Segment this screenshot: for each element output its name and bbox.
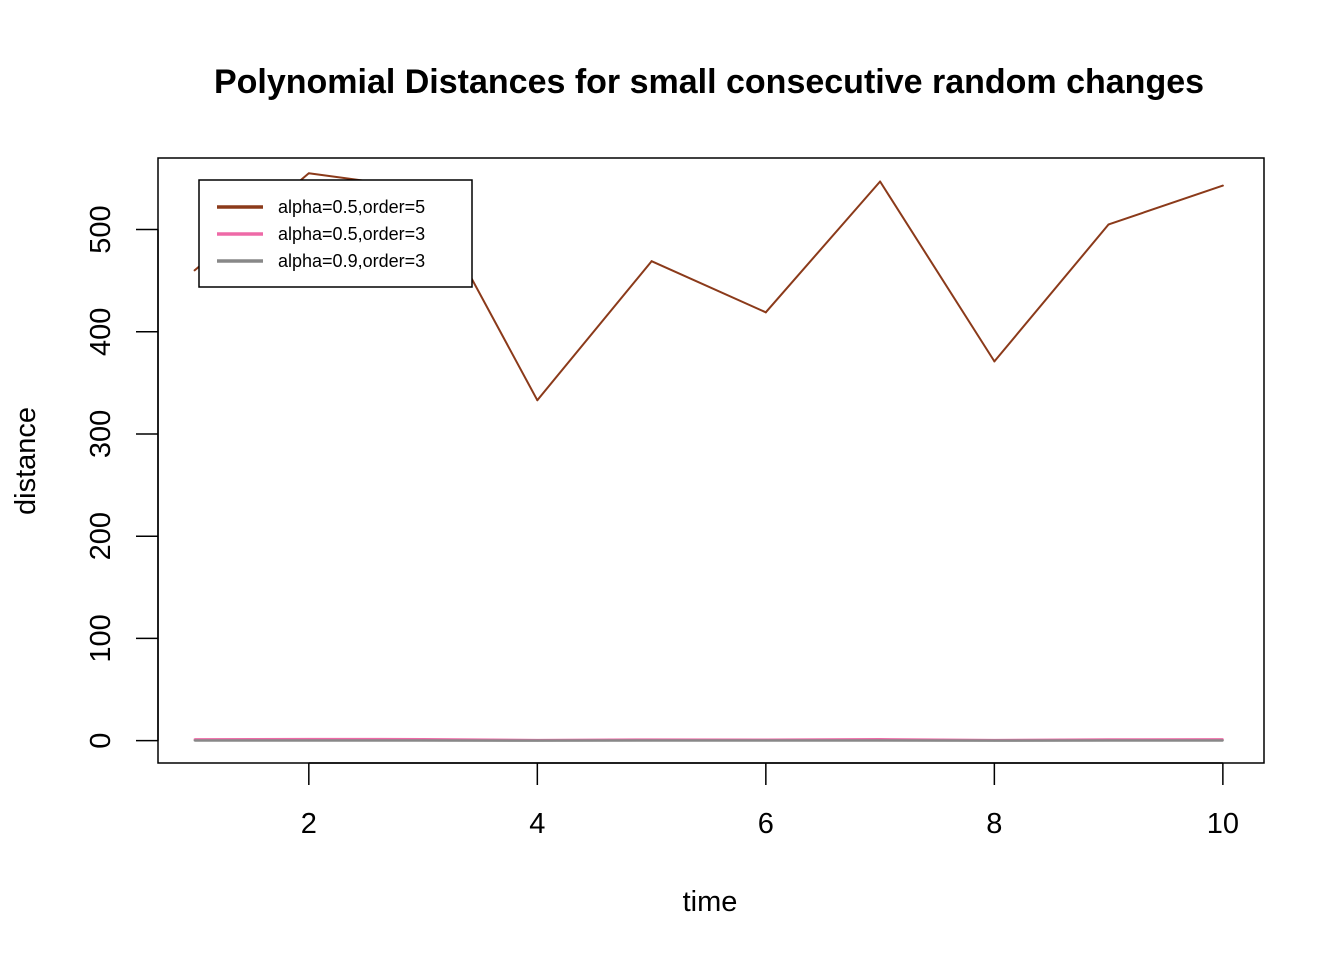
legend-entry-label: alpha=0.5,order=3 bbox=[278, 224, 425, 244]
data-point bbox=[1107, 739, 1110, 742]
y-tick-label: 400 bbox=[85, 308, 117, 356]
y-axis-label: distance bbox=[10, 407, 42, 515]
data-point bbox=[879, 739, 882, 742]
data-point bbox=[536, 739, 539, 742]
x-tick-label: 8 bbox=[986, 808, 1002, 840]
data-point bbox=[1221, 739, 1224, 742]
data-point bbox=[764, 739, 767, 742]
data-point bbox=[993, 739, 996, 742]
x-tick-label: 10 bbox=[1207, 808, 1239, 840]
y-tick-label: 0 bbox=[85, 733, 117, 749]
x-tick-label: 4 bbox=[529, 808, 545, 840]
y-tick-label: 200 bbox=[85, 512, 117, 560]
y-tick-label: 500 bbox=[85, 205, 117, 253]
data-point bbox=[422, 739, 425, 742]
legend-entry-label: alpha=0.9,order=3 bbox=[278, 251, 425, 271]
legend-entry-label: alpha=0.5,order=5 bbox=[278, 197, 425, 217]
y-tick-label: 100 bbox=[85, 614, 117, 662]
chart-title: Polynomial Distances for small consecuti… bbox=[214, 63, 1204, 101]
data-point bbox=[193, 269, 196, 272]
data-point bbox=[307, 739, 310, 742]
data-point bbox=[650, 739, 653, 742]
x-axis: 2 4 6 8 10 bbox=[301, 762, 1239, 840]
x-tick-label: 6 bbox=[758, 808, 774, 840]
data-point bbox=[879, 180, 882, 183]
legend: alpha=0.5,order=5 alpha=0.5,order=3 alpha=… bbox=[198, 179, 473, 288]
y-axis: 0 100 200 300 400 500 bbox=[85, 205, 159, 749]
y-tick-label: 300 bbox=[85, 410, 117, 458]
x-axis-label: time bbox=[683, 886, 738, 918]
data-point bbox=[993, 360, 996, 363]
data-point bbox=[1221, 184, 1224, 187]
data-point bbox=[307, 172, 310, 175]
data-point bbox=[193, 739, 196, 742]
data-point bbox=[764, 311, 767, 314]
x-tick-label: 2 bbox=[301, 808, 317, 840]
data-point bbox=[536, 399, 539, 402]
data-point bbox=[650, 260, 653, 263]
data-point bbox=[1107, 223, 1110, 226]
